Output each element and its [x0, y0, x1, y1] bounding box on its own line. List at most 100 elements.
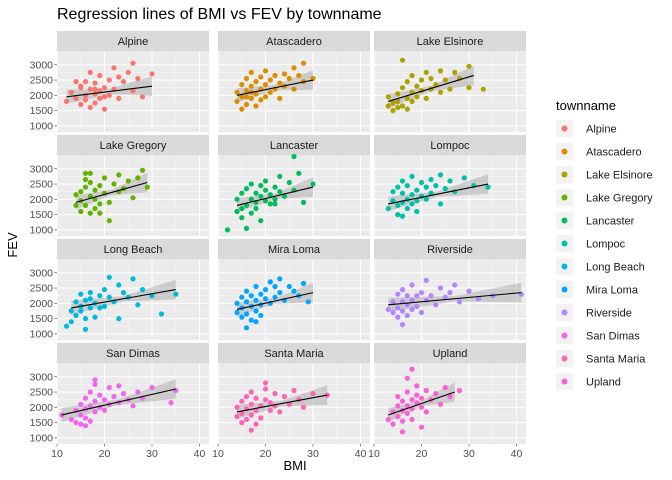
data-point — [404, 95, 410, 101]
data-point — [130, 88, 136, 94]
data-point — [395, 104, 401, 111]
data-point — [277, 95, 283, 101]
facet-strip — [218, 239, 370, 259]
data-point — [243, 394, 250, 400]
data-point — [409, 366, 415, 372]
data-point — [78, 189, 84, 195]
legend-title: townname — [556, 98, 616, 113]
data-point — [106, 218, 112, 224]
y-tick-label: 1000 — [30, 224, 54, 236]
data-point — [97, 72, 103, 79]
data-point — [395, 291, 401, 297]
data-point — [258, 312, 264, 319]
legend-marker — [561, 355, 568, 362]
data-point — [82, 79, 89, 85]
facet-lancaster: Lancaster — [217, 135, 370, 236]
data-point — [82, 316, 89, 322]
data-point — [418, 179, 425, 186]
data-point — [385, 103, 391, 109]
data-point — [239, 398, 245, 404]
data-point — [300, 404, 307, 410]
x-tick-label: 20 — [99, 448, 111, 460]
data-point — [82, 176, 89, 183]
data-point — [437, 201, 444, 207]
data-point — [101, 106, 108, 112]
legend-label: Santa Maria — [586, 354, 646, 366]
data-point — [248, 210, 254, 216]
chart-title: Regression lines of BMI vs FEV by townna… — [57, 6, 382, 23]
y-tick-label: 1000 — [30, 120, 54, 132]
data-point — [404, 106, 410, 112]
data-point — [97, 183, 103, 189]
data-point — [78, 291, 84, 297]
facet-mira-loma: Mira Loma — [217, 239, 370, 340]
data-point — [395, 202, 401, 208]
data-point — [68, 416, 74, 423]
y-tick-label: 1500 — [30, 209, 54, 221]
data-point — [92, 80, 98, 86]
data-point — [428, 293, 434, 299]
data-point — [262, 178, 269, 184]
data-point — [243, 202, 250, 208]
data-point — [248, 83, 254, 89]
data-point — [452, 282, 458, 288]
data-point — [239, 94, 245, 100]
data-point — [97, 305, 103, 311]
data-point — [158, 311, 165, 317]
facet-strip — [374, 31, 526, 51]
data-point — [116, 383, 122, 389]
data-point — [414, 400, 420, 406]
legend-marker — [561, 240, 568, 247]
data-point — [466, 85, 472, 91]
data-point — [106, 92, 112, 98]
legend-label: Riverside — [586, 308, 632, 320]
data-point — [92, 381, 98, 387]
data-point — [243, 299, 250, 305]
facet-strip — [218, 135, 370, 155]
data-point — [106, 77, 112, 83]
data-point — [390, 309, 396, 316]
data-point — [253, 283, 259, 290]
x-tick-label: 30 — [146, 448, 158, 460]
legend-marker — [561, 286, 568, 293]
data-point — [116, 316, 122, 322]
data-point — [262, 296, 269, 302]
data-point — [399, 308, 406, 314]
data-point — [224, 227, 231, 233]
data-point — [82, 423, 89, 429]
data-point — [286, 75, 292, 82]
regression-line — [236, 292, 314, 310]
data-point — [82, 92, 89, 98]
data-point — [404, 375, 410, 381]
regression-line — [236, 186, 314, 206]
data-point — [87, 418, 93, 424]
x-tick-label: 10 — [212, 448, 224, 460]
data-point — [423, 277, 429, 283]
data-point — [243, 416, 250, 423]
data-point — [447, 394, 453, 400]
data-point — [272, 72, 278, 79]
data-point — [485, 184, 491, 190]
data-point — [423, 196, 429, 202]
data-point — [399, 103, 406, 109]
data-point — [399, 178, 406, 184]
data-point — [87, 305, 93, 311]
data-point — [243, 325, 250, 331]
regression-line — [236, 394, 328, 413]
data-point — [101, 175, 108, 181]
data-point — [262, 397, 269, 403]
legend-marker — [561, 263, 568, 270]
data-point — [385, 306, 391, 312]
data-point — [253, 297, 259, 303]
data-point — [272, 294, 278, 300]
data-point — [277, 80, 283, 86]
data-point — [442, 186, 448, 192]
facet-strip-label: Riverside — [427, 244, 473, 256]
data-point — [277, 290, 283, 296]
data-point — [262, 287, 269, 293]
data-point — [447, 290, 453, 296]
y-tick-label: 2000 — [30, 298, 54, 310]
data-point — [291, 387, 297, 394]
regression-line — [61, 388, 176, 416]
data-point — [258, 415, 264, 421]
